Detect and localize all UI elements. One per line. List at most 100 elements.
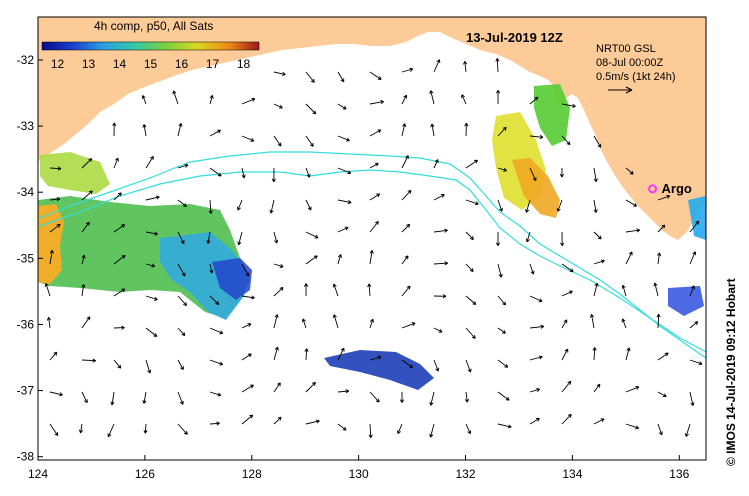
current-vector: [561, 263, 574, 273]
current-vector: [145, 359, 152, 374]
current-vector: [497, 199, 503, 212]
current-vector: [593, 282, 599, 297]
current-vector: [49, 351, 58, 361]
current-vector: [237, 199, 243, 211]
current-vector: [273, 382, 281, 393]
current-vector: [561, 380, 572, 393]
current-vector: [81, 284, 86, 297]
current-vector: [529, 295, 543, 303]
current-vector: [209, 359, 224, 366]
y-tick-label: -32: [17, 53, 35, 67]
current-vector: [433, 228, 448, 233]
colorbar: 4h comp, p50, All Sats 12 13 14 15 16 17 18: [41, 19, 260, 71]
sst-patch-west-warm: [38, 204, 64, 284]
current-vector: [433, 59, 441, 73]
current-vector: [689, 285, 695, 297]
argo-marker: Argo: [648, 181, 692, 196]
current-vector: [141, 95, 147, 105]
current-vector: [305, 103, 317, 115]
sst-patches: [38, 84, 706, 390]
current-vector: [209, 391, 222, 397]
sst-patch-east-green: [534, 84, 570, 146]
current-vector: [337, 347, 345, 361]
current-vector: [401, 359, 414, 369]
current-vector: [684, 423, 691, 437]
x-axis: 124 126 128 130 132 134 136: [28, 455, 690, 481]
vector-scale-label: 0.5m/s (1kt 24h): [596, 71, 675, 83]
current-vector: [145, 231, 158, 236]
current-vector: [337, 71, 345, 83]
current-vector: [561, 348, 569, 361]
current-vector: [592, 347, 597, 361]
current-vector: [177, 327, 186, 337]
current-vector: [145, 327, 158, 337]
current-vector: [369, 162, 379, 169]
x-tick-label: 126: [135, 467, 155, 481]
plot-frame: [37, 16, 707, 461]
current-vector: [689, 251, 697, 265]
current-vector: [653, 282, 659, 297]
current-vector: [433, 359, 440, 372]
current-vector: [529, 355, 543, 361]
date-title: 13-Jul-2019 12Z: [466, 30, 563, 45]
current-vector: [241, 167, 246, 179]
colorbar-tick-label: 16: [175, 57, 189, 71]
current-vector: [177, 123, 183, 137]
current-vector: [625, 251, 633, 265]
current-vector: [337, 389, 350, 394]
current-vector: [142, 124, 147, 137]
current-vector: [145, 195, 160, 201]
current-vector: [497, 126, 507, 137]
current-vector: [401, 123, 407, 137]
current-vector: [337, 135, 350, 142]
current-vector: [497, 327, 506, 334]
current-vector: [177, 199, 187, 207]
contour-shelf-break: [39, 151, 707, 359]
current-vector: [177, 231, 185, 245]
current-vector: [369, 99, 384, 105]
current-vector: [529, 263, 535, 275]
colorbar-gradient: [41, 41, 260, 51]
current-vector: [273, 263, 284, 268]
colorbar-title: 4h comp, p50, All Sats: [94, 19, 213, 33]
current-vector: [177, 391, 184, 405]
current-vector: [465, 359, 472, 373]
current-vector: [369, 391, 380, 403]
current-vector: [657, 423, 663, 436]
current-vector: [464, 391, 470, 403]
current-vector: [113, 224, 126, 233]
current-vector: [561, 413, 572, 425]
current-vector: [332, 283, 339, 297]
current-vector: [44, 283, 51, 297]
current-vector: [337, 199, 352, 205]
x-tick-label: 134: [562, 467, 582, 481]
current-vector: [529, 417, 540, 425]
current-vector: [269, 199, 275, 214]
current-vector: [625, 199, 638, 207]
current-vector: [177, 359, 184, 370]
current-vector: [593, 383, 601, 393]
current-vector: [369, 318, 374, 329]
current-vector: [367, 283, 372, 297]
current-vector: [525, 199, 531, 213]
current-vector: [529, 324, 545, 329]
product-date: 08-Jul 00:00Z: [596, 57, 664, 69]
current-vector: [625, 347, 631, 361]
current-vector: [465, 159, 478, 169]
current-vector: [625, 385, 640, 393]
current-vector: [465, 423, 472, 435]
current-vector: [273, 286, 284, 297]
current-vector: [429, 90, 435, 105]
current-vector: [369, 129, 382, 137]
current-vector: [368, 423, 373, 439]
current-vector: [113, 325, 125, 330]
current-vector: [49, 423, 59, 436]
current-vector: [464, 122, 469, 137]
current-vector: [305, 167, 311, 178]
current-vector: [401, 155, 409, 169]
current-vector: [657, 391, 667, 398]
current-vector: [142, 391, 147, 404]
current-vector: [177, 163, 189, 169]
current-vector: [273, 103, 283, 109]
current-vector: [593, 418, 605, 425]
